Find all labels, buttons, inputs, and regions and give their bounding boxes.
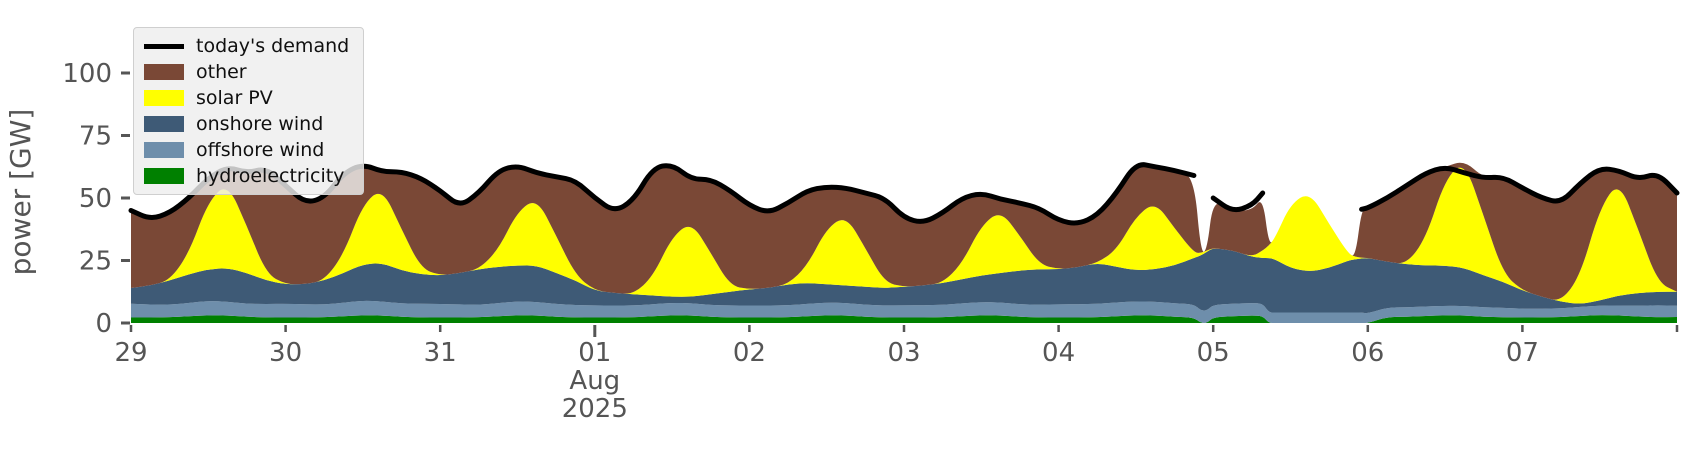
x-tick-label: 30 [269,338,302,368]
y-tick-label: 75 [79,122,112,152]
legend-item-todays-demand: today's demand [144,35,349,57]
x-axis-month-label: 2025 [562,394,628,424]
legend-item-solar-pv: solar PV [144,87,349,109]
todays-demand-line [1210,190,1266,213]
legend-label: today's demand [196,35,350,57]
demand-line-swatch [144,43,184,49]
x-tick-label: 05 [1197,338,1230,368]
y-tick-label: 25 [79,247,112,277]
x-tick-label: 07 [1506,338,1539,368]
x-tick-label: 04 [1042,338,1075,368]
area-onshore-wind [131,248,1677,314]
y-tick-label: 50 [79,184,112,214]
legend-item-onshore-wind: onshore wind [144,113,349,135]
x-tick-label: 03 [887,338,920,368]
solar-pv-patch-swatch [144,90,184,106]
legend-label: other [196,61,247,83]
todays-demand-line [1359,165,1680,212]
y-tick-label: 0 [95,309,112,339]
x-tick-label: 02 [733,338,766,368]
legend-item-other: other [144,61,349,83]
y-tick-label: 100 [62,59,112,89]
x-tick-label: 06 [1351,338,1384,368]
legend-item-hydroelectricity: hydroelectricity [144,165,349,187]
offshore-wind-patch-swatch [144,142,184,158]
legend-label: solar PV [196,87,273,109]
x-tick-label: 01 [578,338,611,368]
hydroelectricity-patch-swatch [144,168,184,184]
area-offshore-wind [131,300,1677,323]
legend-label: onshore wind [196,113,324,135]
x-tick-label: 31 [424,338,457,368]
legend-label: offshore wind [196,139,325,161]
area-other [131,162,1677,300]
x-axis-month-label: Aug [569,366,620,396]
other-patch-swatch [144,64,184,80]
area-solar-PV [131,167,1677,304]
legend: today's demand other solar PV onshore wi… [133,27,365,195]
onshore-wind-patch-swatch [144,116,184,132]
area-hydroelectricity [131,315,1677,323]
legend-item-offshore-wind: offshore wind [144,139,349,161]
y-axis-label: power [GW] [4,109,37,276]
x-tick-label: 29 [114,338,147,368]
todays-demand-line [128,162,1197,226]
legend-label: hydroelectricity [196,165,345,187]
